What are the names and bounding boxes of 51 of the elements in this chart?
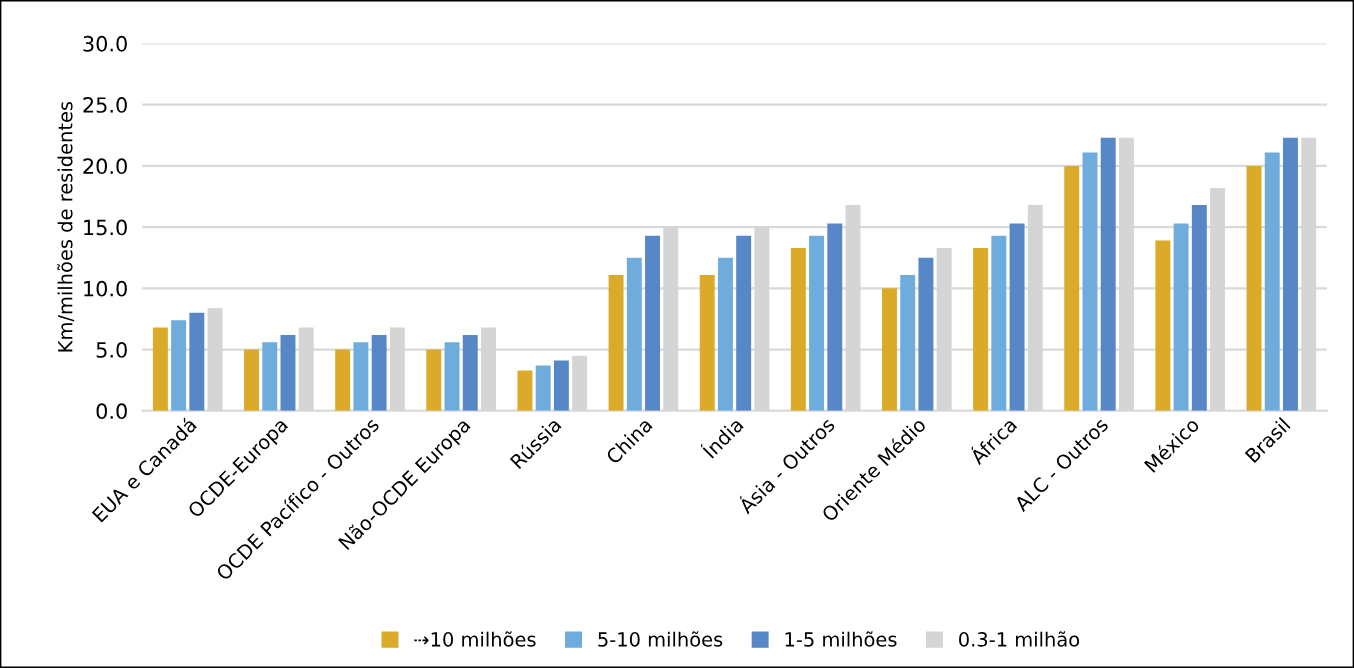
bar: [353, 342, 369, 411]
y-tick-label: 10.0: [84, 280, 127, 297]
bar: [1082, 152, 1098, 411]
bar: [1246, 165, 1262, 411]
bar: [152, 327, 168, 411]
bar: [1264, 152, 1280, 411]
bar: [553, 360, 569, 411]
y-tick-label: 15.0: [84, 219, 127, 236]
bar: [827, 223, 843, 411]
bar: [444, 342, 460, 411]
bar: [736, 235, 752, 411]
bar: [1064, 165, 1080, 411]
y-tick-label: 25.0: [83, 97, 127, 113]
y-tick-label: 20.0: [83, 158, 127, 175]
bar: [535, 365, 551, 411]
bar: [991, 235, 1007, 411]
legend-label: 5-10 milhões: [598, 631, 723, 647]
bar: [882, 288, 897, 411]
bar: [809, 235, 825, 411]
bar: [189, 312, 205, 411]
bar: [1191, 205, 1207, 411]
bar: [626, 257, 642, 411]
legend-label: 1-5 milhões: [785, 631, 897, 647]
bar: [280, 334, 296, 411]
bar: [262, 342, 278, 411]
bar: [1155, 240, 1171, 411]
bar: [900, 274, 916, 411]
bar: [1009, 223, 1025, 411]
bar: [608, 274, 624, 411]
legend-label: ⇢10 milhões: [414, 631, 536, 647]
bar: [1173, 223, 1189, 411]
y-tick-label: 5.0: [96, 342, 127, 358]
bar: [973, 247, 989, 411]
bar: [244, 349, 259, 411]
bar: [717, 257, 733, 411]
bar: [1100, 137, 1116, 411]
bar: [517, 370, 533, 411]
bar: [1282, 137, 1298, 411]
y-tick-label: 0.0: [96, 403, 127, 420]
bar: [171, 320, 187, 411]
y-tick-label: 30.0: [83, 35, 127, 52]
bar: [426, 349, 442, 411]
bar: [918, 257, 934, 411]
bar: [462, 334, 478, 411]
y-axis-title: Km/milhões de residentes: [57, 101, 75, 352]
bar: [699, 274, 715, 411]
bar: [790, 247, 806, 411]
legend-label: 0.3-1 milhão: [959, 631, 1080, 647]
bar: [335, 349, 351, 411]
bar: [645, 235, 660, 411]
bar: [371, 334, 387, 411]
